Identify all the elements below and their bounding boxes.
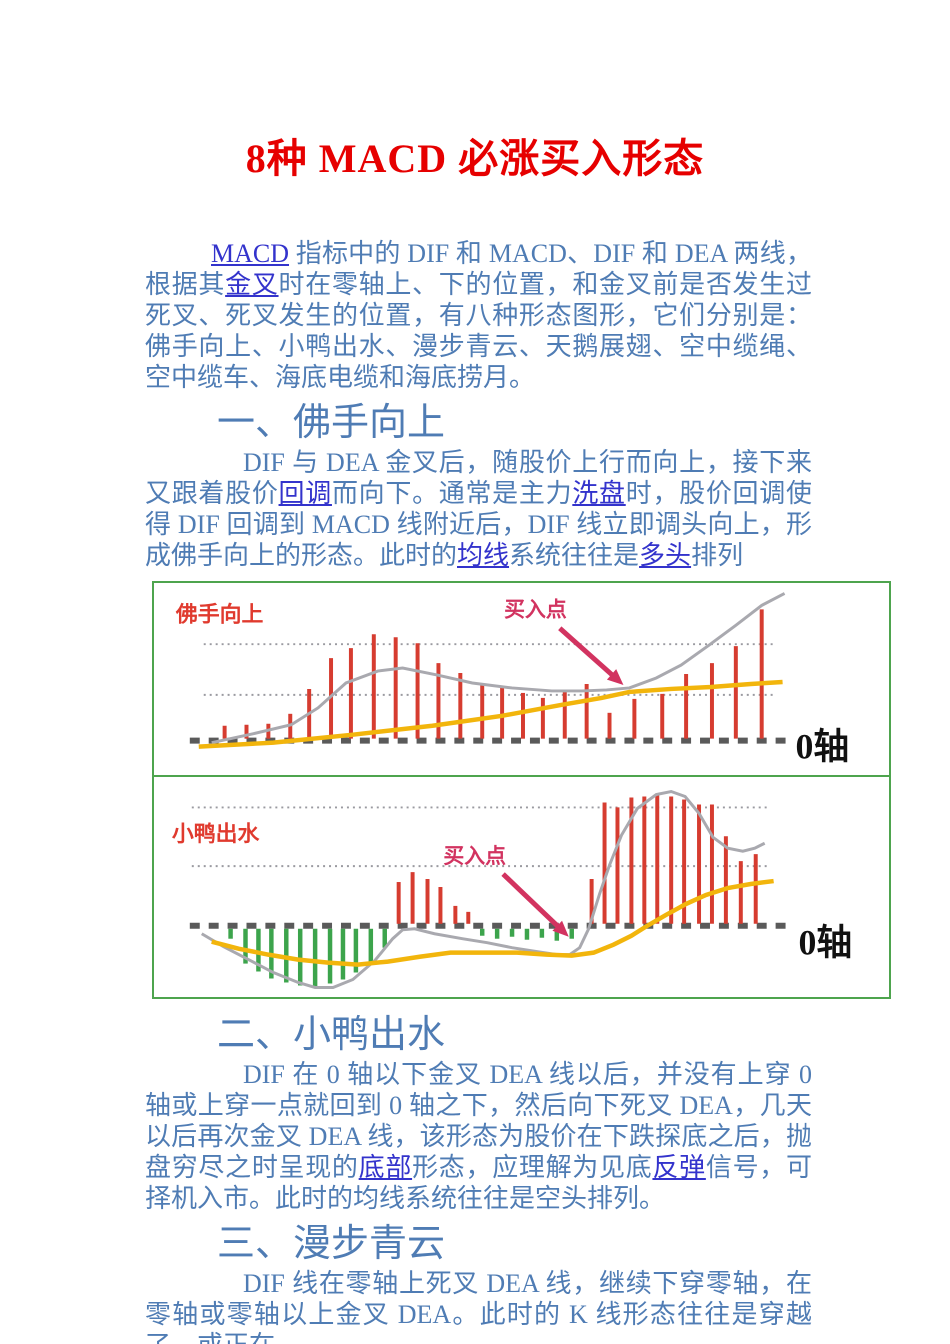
document-content: MACD 指标中的 DIF 和 MACD、DIF 和 DEA 两线，根据其金叉时… xyxy=(145,238,891,1344)
buy-point-arrow xyxy=(501,872,565,934)
text-run: 指标中的 DIF 和 MACD、DIF 和 DEA 两线，根据其 xyxy=(145,239,812,299)
chart-xiaoya-chushui: 小鸭出水买入点 0轴 xyxy=(154,775,889,997)
section-3-paragraph: DIF 线在零轴上死叉 DEA 线，继续下穿零轴，在零轴或零轴以上金叉 DEA。… xyxy=(145,1268,812,1344)
pattern-name-label: 小鸭出水 xyxy=(172,821,261,846)
zero-axis-label: 0轴 xyxy=(796,727,850,767)
buy-point-label: 买入点 xyxy=(504,597,567,621)
text-run: 形态，应理解为见底 xyxy=(412,1153,653,1182)
page-title: 8种 MACD 必涨买入形态 xyxy=(245,136,705,181)
text-run: 信号，可择机入市。此时的均线系统往往是空头排列。 xyxy=(145,1153,812,1213)
section-1-paragraph: DIF 与 DEA 金叉后，随股价上行而向上，接下来又跟着股价回调而向下。通常是… xyxy=(145,447,812,571)
text-run: 时在零轴上、下的位置，和金叉前是否发生过死叉、死叉发生的位置，有八种形态图形，它… xyxy=(145,270,812,392)
intro-paragraph: MACD 指标中的 DIF 和 MACD、DIF 和 DEA 两线，根据其金叉时… xyxy=(145,238,812,393)
doc-link[interactable]: 洗盘 xyxy=(572,479,626,508)
doc-link[interactable]: 多头 xyxy=(639,541,692,570)
doc-link[interactable]: 金叉 xyxy=(225,270,279,299)
macd-chart-svg: 佛手向上 买入点 0轴 xyxy=(175,592,850,767)
text-run: 而向下。通常是主力 xyxy=(331,479,573,508)
buy-point-label: 买入点 xyxy=(443,844,506,868)
section-heading-3: 三、漫步青云 xyxy=(217,1223,446,1265)
text-run: DIF 与 DEA 金叉后，随股价上行而向上，接下来又跟着股价 xyxy=(145,448,812,508)
buy-point-arrow xyxy=(558,626,620,682)
macd-pattern-figure: 佛手向上 买入点 0轴 小鸭出水 买入点 0轴 xyxy=(152,581,891,999)
chart-foshou-xiangshang: 佛手向上 买入点 0轴 xyxy=(154,583,889,775)
doc-link[interactable]: 均线 xyxy=(457,541,510,570)
dif-line xyxy=(211,592,786,745)
text-run: DIF 在 0 轴以下金叉 DEA 线以后，并没有上穿 0 轴或上穿一点就回到 … xyxy=(145,1060,812,1182)
doc-link[interactable]: 反弹 xyxy=(652,1153,706,1182)
buy-point-arrowhead xyxy=(552,920,569,937)
dea-line xyxy=(211,878,774,967)
doc-link[interactable]: MACD xyxy=(211,239,290,268)
pattern-name-label: 佛手向上 xyxy=(175,601,264,626)
doc-link[interactable]: 回调 xyxy=(278,479,332,508)
text-run: 时，股价回调使得 DIF 回调到 MACD 线附近后，DIF 线立即调头向上，形… xyxy=(145,479,812,570)
doc-link[interactable]: 底部 xyxy=(358,1153,413,1182)
dea-line xyxy=(198,679,783,749)
section-heading-2: 二、小鸭出水 xyxy=(217,1014,446,1056)
text-run: 系统往往是 xyxy=(509,541,640,570)
text-run: 排列 xyxy=(691,541,744,570)
text-run: DIF 线在零轴上死叉 DEA 线，继续下穿零轴，在零轴或零轴以上金叉 DEA。… xyxy=(145,1269,812,1344)
buy-point-arrowhead xyxy=(606,669,624,685)
zero-axis-label: 0轴 xyxy=(798,923,852,963)
section-heading-1: 一、佛手向上 xyxy=(217,402,446,444)
section-2-paragraph: DIF 在 0 轴以下金叉 DEA 线以后，并没有上穿 0 轴或上穿一点就回到 … xyxy=(145,1059,812,1214)
